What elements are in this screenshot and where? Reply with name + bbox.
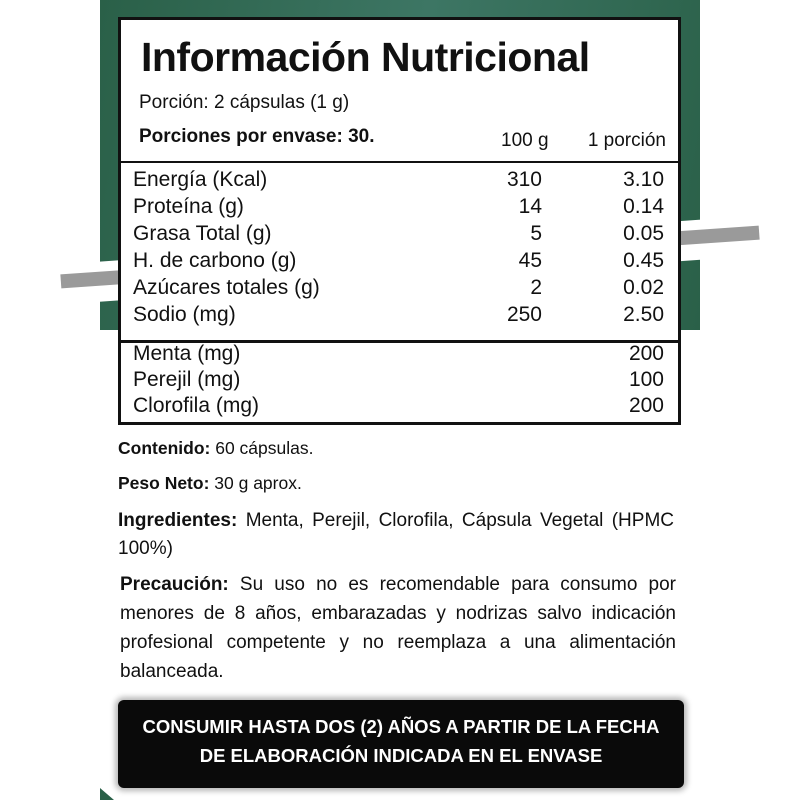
nutrition-facts-table: Información Nutricional Porción: 2 cápsu… — [118, 17, 681, 425]
nutrient-label: Grasa Total (g) — [133, 222, 272, 245]
nutrient-per-portion: 0.14 — [623, 195, 664, 218]
header-divider — [121, 161, 678, 163]
nutrient-per-portion: 3.10 — [623, 168, 664, 191]
content-line: Contenido: 60 cápsulas. — [118, 435, 674, 461]
nutrient-label: Azúcares totales (g) — [133, 276, 320, 299]
active-label: Menta (mg) — [133, 342, 241, 365]
nutrient-per-100g: 14 — [518, 195, 542, 218]
precaution-value: Su uso no es recomendable para consumo p… — [120, 574, 676, 682]
ingredients-label: Ingredientes: — [118, 510, 238, 531]
active-ingredient-row: Menta (mg) 200 — [133, 342, 664, 369]
portion-size: Porción: 2 cápsulas (1 g) — [139, 92, 350, 113]
nutrient-per-portion: 0.05 — [623, 222, 664, 245]
active-label: Clorofila (mg) — [133, 394, 260, 417]
servings-per-container: Porciones por envase: 30. — [139, 126, 375, 147]
column-header-100g: 100 g — [501, 130, 549, 151]
active-ingredient-row: Clorofila (mg) 200 — [133, 394, 664, 421]
nutrient-per-100g: 5 — [530, 222, 542, 245]
precaution-label: Precaución: — [120, 574, 229, 595]
active-per-portion: 100 — [628, 368, 664, 391]
decorative-corner — [100, 788, 114, 800]
section-divider — [121, 340, 678, 343]
ingredients-line: Ingredientes: Menta, Perejil, Clorofila,… — [118, 507, 674, 563]
table-title: Información Nutricional — [141, 34, 590, 80]
nutrient-row: Azúcares totales (g) 2 0.02 — [133, 276, 664, 303]
net-weight-line: Peso Neto: 30 g aprox. — [118, 470, 674, 496]
nutrient-per-100g: 45 — [518, 249, 542, 272]
content-value: 60 cápsulas. — [215, 438, 314, 458]
active-ingredient-row: Perejil (mg) 100 — [133, 368, 664, 395]
nutrient-label: Energía (Kcal) — [133, 168, 268, 191]
nutrient-row: Energía (Kcal) 310 3.10 — [133, 168, 664, 195]
nutrient-per-100g: 2 — [530, 276, 542, 299]
nutrient-label: H. de carbono (g) — [133, 249, 297, 272]
nutrient-per-100g: 310 — [506, 168, 542, 191]
ingredients-value: Menta, Perejil, Clorofila, Cápsula Veget… — [118, 510, 675, 559]
nutrient-row: Grasa Total (g) 5 0.05 — [133, 222, 664, 249]
nutrient-label: Sodio (mg) — [133, 303, 236, 326]
nutrient-per-portion: 0.02 — [623, 276, 664, 299]
net-weight-value: 30 g aprox. — [214, 473, 302, 493]
expiry-banner: CONSUMIR HASTA DOS (2) AÑOS A PARTIR DE … — [118, 700, 684, 788]
net-weight-label: Peso Neto: — [118, 473, 210, 493]
active-label: Perejil (mg) — [133, 368, 241, 391]
active-per-portion: 200 — [628, 342, 664, 365]
active-per-portion: 200 — [628, 394, 664, 417]
nutrient-row: Proteína (g) 14 0.14 — [133, 195, 664, 222]
nutrient-row: H. de carbono (g) 45 0.45 — [133, 249, 664, 276]
precaution-text: Precaución: Su uso no es recomendable pa… — [120, 570, 676, 686]
nutrient-label: Proteína (g) — [133, 195, 244, 218]
nutrient-per-portion: 0.45 — [623, 249, 664, 272]
column-header-portion: 1 porción — [587, 130, 666, 151]
nutrient-per-portion: 2.50 — [623, 303, 664, 326]
nutrient-per-100g: 250 — [506, 303, 542, 326]
nutrient-row: Sodio (mg) 250 2.50 — [133, 303, 664, 330]
content-label: Contenido: — [118, 438, 211, 458]
